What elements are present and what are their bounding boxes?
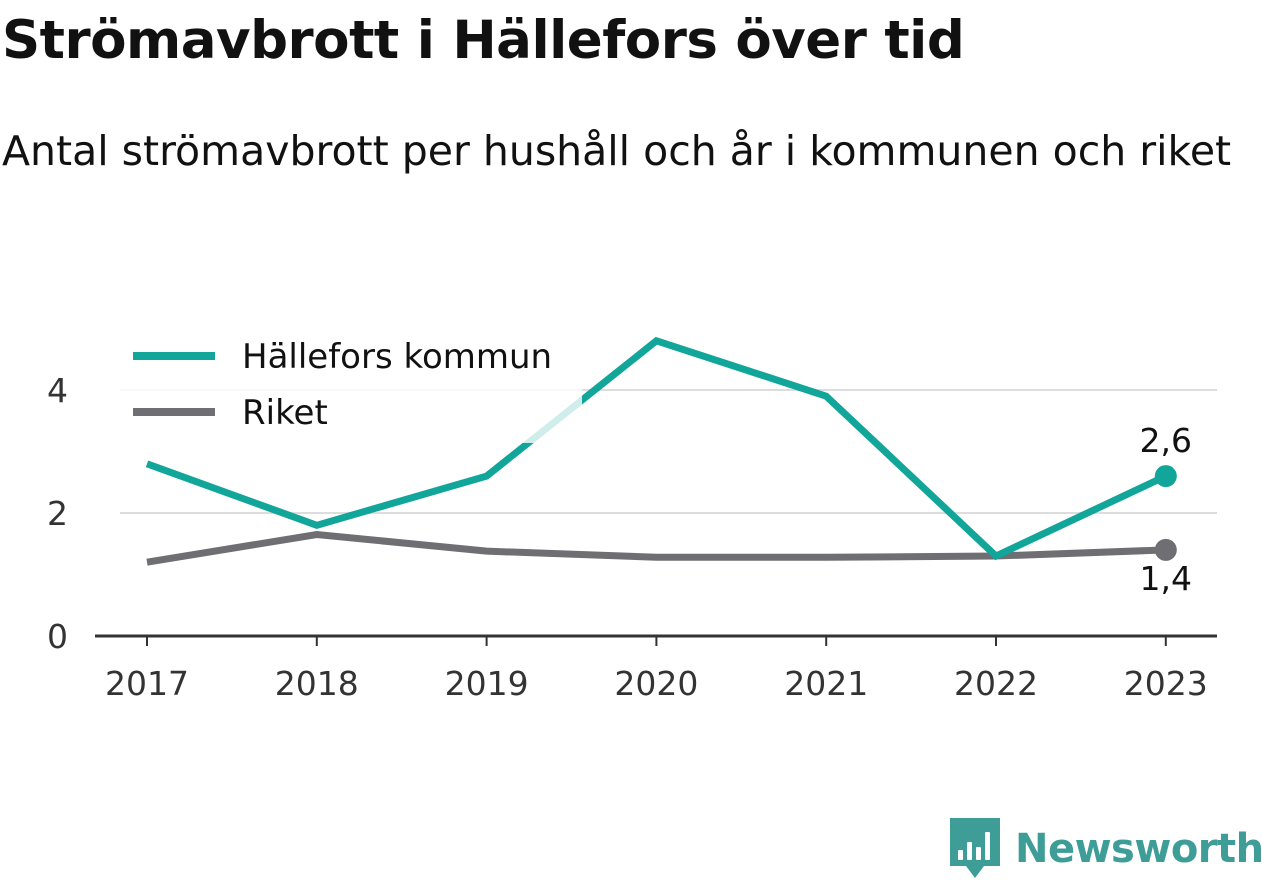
legend-label: Riket [242,393,328,433]
y-axis: 0 2 4 [47,371,68,656]
y-tick-label: 2 [47,494,68,533]
brand-name: Newsworthy [1015,826,1262,872]
value-label: 1,4 [1140,559,1192,598]
x-tick-label: 2017 [105,664,189,703]
series-end-point [1155,465,1177,487]
value-label: 2,6 [1140,421,1192,460]
x-tick-label: 2018 [275,664,359,703]
x-axis: 2017 2018 2019 2020 2021 2022 2023 [95,636,1217,703]
x-tick-label: 2023 [1124,664,1208,703]
x-tick-label: 2022 [954,664,1038,703]
x-tick-label: 2020 [614,664,698,703]
value-labels: 2,6 1,4 [1140,421,1192,598]
newsworthy-logo-icon [950,818,1000,880]
legend-label: Hällefors kommun [242,337,552,377]
brand-logo: Newsworthy [950,818,1262,880]
series-end-point [1155,539,1177,561]
x-tick-label: 2019 [445,664,529,703]
y-tick-label: 0 [47,617,68,656]
y-tick-label: 4 [47,371,68,410]
x-tick-label: 2021 [784,664,868,703]
legend: Hällefors kommun Riket [120,328,582,443]
